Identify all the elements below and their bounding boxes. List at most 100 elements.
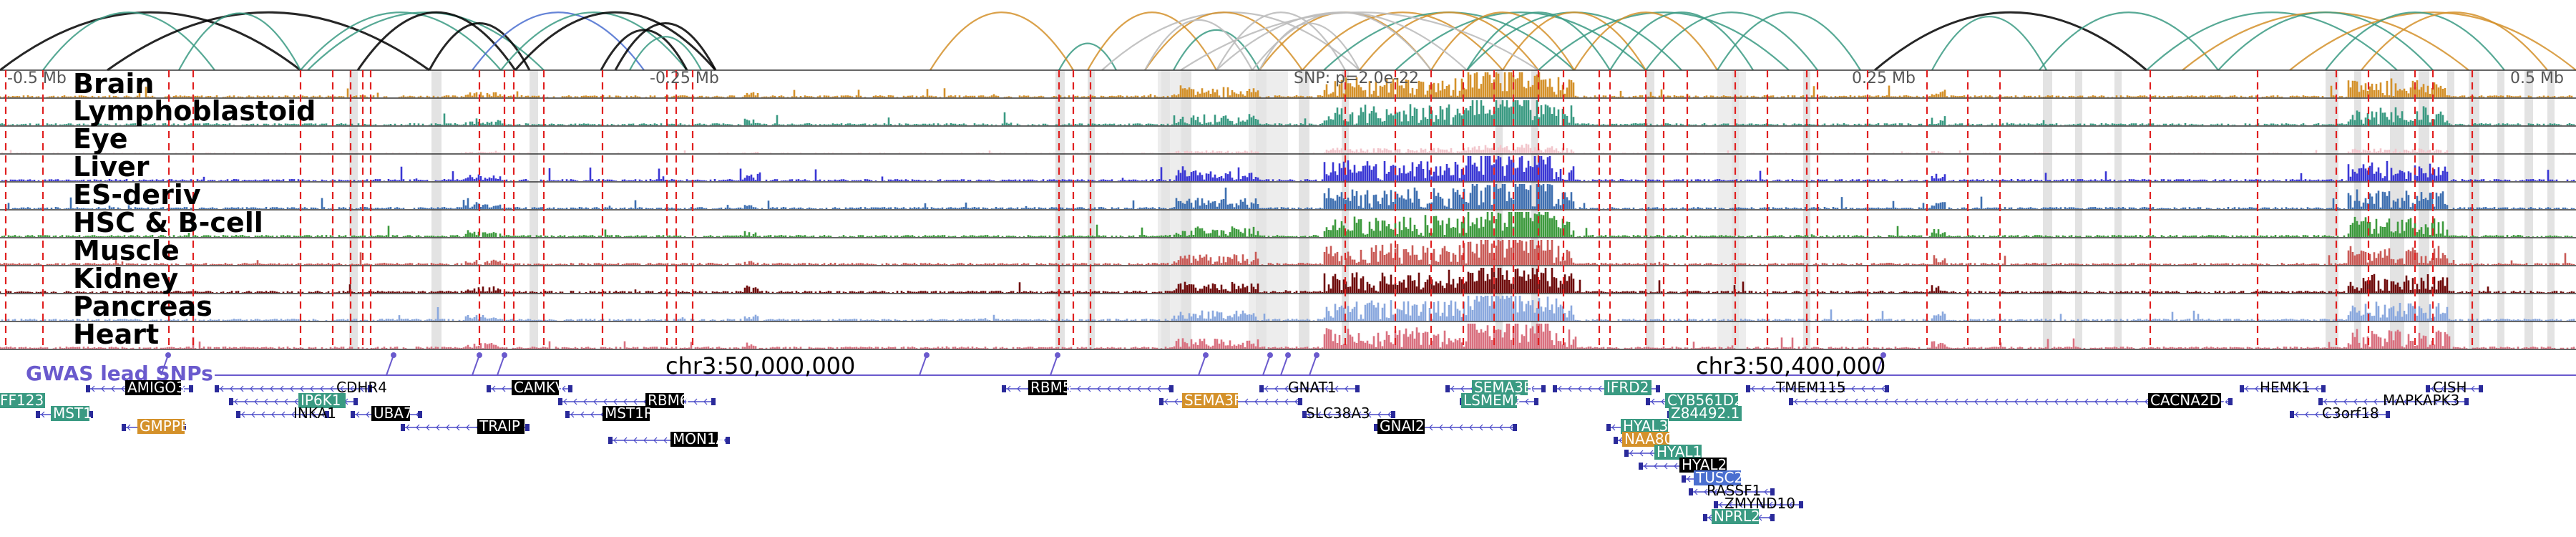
gene-z84492-1[interactable]: Z84492.1 — [1667, 405, 1742, 422]
gene-mst1[interactable]: MST1 — [36, 405, 93, 422]
chromatin-loop-arc — [2218, 11, 2434, 71]
gene-rassf1[interactable]: RASSF1 — [1689, 482, 1775, 499]
gene-traip[interactable]: TRAIP — [401, 417, 530, 435]
exon — [2240, 385, 2244, 392]
gene-label-box — [1461, 393, 1517, 408]
gene-rbm6[interactable]: RBM6 — [558, 392, 716, 409]
strand-chevron — [1779, 501, 1783, 508]
gene-lsmem2[interactable]: LSMEM2 — [1460, 392, 1538, 409]
gene-inka1[interactable]: INKA1 — [236, 405, 336, 422]
strand-chevron — [2333, 398, 2338, 405]
strand-chevron — [2431, 385, 2435, 392]
gene-ff123[interactable]: FF123 — [0, 392, 45, 409]
strand-chevron — [2471, 385, 2475, 392]
gene-mon1a[interactable]: MON1A — [608, 430, 730, 448]
gene-label: GNAI2 — [1380, 417, 1425, 435]
strand-chevron — [1749, 501, 1753, 508]
gene-ifrd2[interactable]: IFRD2 — [1553, 379, 1660, 396]
chromatin-loop-arc — [178, 12, 301, 71]
exon — [2228, 398, 2233, 405]
strand-chevron — [1367, 411, 1372, 418]
gwas-track: GWAS lead SNPs chr3:50,000,000 chr3:50,4… — [26, 352, 2576, 385]
chromatin-loop-arc — [428, 22, 531, 71]
track-labels: Brain Lymphoblastoid Eye Liver ES-deriv … — [73, 68, 316, 350]
gene-cish[interactable]: CISH — [2426, 379, 2483, 396]
gene-amigo3[interactable]: AMIGO3 — [86, 379, 193, 396]
coordinate-right: chr3:50,400,000 — [1696, 352, 1885, 379]
gene-tmem115[interactable]: TMEM115 — [1746, 379, 1889, 396]
chromatin-loop-arc — [1466, 11, 1611, 71]
gene-label: GMPPB — [140, 417, 190, 435]
strand-chevron — [1804, 398, 1808, 405]
exon — [1614, 437, 1618, 444]
strand-chevron — [2014, 398, 2019, 405]
strand-chevron — [573, 398, 577, 405]
strand-chevron — [2064, 398, 2069, 405]
gene-uba7[interactable]: UBA7 — [351, 405, 422, 422]
gene-mst1r[interactable]: MST1R — [565, 405, 654, 422]
exon — [36, 411, 40, 418]
track-liver — [0, 156, 2576, 183]
strand-chevron — [1824, 398, 1828, 405]
gwas-snp-marker — [391, 352, 396, 358]
strand-chevron — [1117, 385, 1121, 392]
gene-mapkapk3[interactable]: MAPKAPK3 — [2318, 392, 2469, 409]
strand-chevron — [1345, 385, 1349, 392]
strand-chevron — [1499, 424, 1503, 431]
gene-nprl2[interactable]: NPRL2 — [1703, 508, 1775, 525]
strand-chevron — [2104, 398, 2109, 405]
gene-label-box — [602, 406, 650, 421]
gene-label-box — [1028, 380, 1067, 395]
strand-chevron — [281, 411, 286, 418]
strand-chevron — [1994, 398, 1999, 405]
gene-cacna2d2[interactable]: CACNA2D2 — [1789, 392, 2233, 409]
gwas-snp-stem — [1875, 354, 1884, 376]
strand-chevron — [1347, 411, 1352, 418]
strand-chevron — [2094, 398, 2099, 405]
strand-chevron — [2084, 398, 2089, 405]
gene-sema3f[interactable]: SEMA3F — [1159, 392, 1302, 409]
gene-slc38a3[interactable]: SLC38A3 — [1302, 405, 1395, 422]
gene-rbm5[interactable]: RBM5 — [1002, 379, 1174, 396]
gene-label-box — [512, 380, 559, 395]
gene-label: GNAT1 — [1288, 379, 1337, 396]
chromatin-loop-arc — [107, 11, 430, 72]
gene-camkv[interactable]: CAMKV — [487, 379, 572, 396]
gene-ip6k1[interactable]: IP6K1 — [229, 392, 358, 409]
strand-chevron — [446, 424, 450, 431]
strand-chevron — [1377, 411, 1382, 418]
strand-chevron — [2114, 398, 2119, 405]
gene-gmppb[interactable]: GMPPB — [122, 417, 190, 435]
gwas-snp-stem — [1050, 354, 1058, 376]
exon — [1445, 385, 1450, 392]
exon — [418, 411, 422, 418]
gene-gnai2[interactable]: GNAI2 — [1374, 417, 1517, 435]
strand-chevron — [1107, 385, 1111, 392]
strand-chevron — [1831, 385, 1835, 392]
strand-chevron — [2024, 398, 2029, 405]
gene-label-box — [1621, 419, 1668, 434]
strand-chevron — [2365, 411, 2369, 418]
strand-chevron — [2054, 398, 2059, 405]
strand-chevron — [1841, 385, 1845, 392]
gene-tusc2[interactable]: TUSC2 — [1682, 469, 1743, 486]
strand-chevron — [1759, 501, 1763, 508]
strand-chevron — [406, 424, 410, 431]
strand-chevron — [1459, 424, 1463, 431]
strand-chevron — [2145, 398, 2149, 405]
gene-c3orf18[interactable]: C3orf18 — [2290, 405, 2390, 422]
strand-chevron — [2265, 385, 2269, 392]
chromatin-loop-arc — [300, 11, 502, 71]
gene-label: LSMEM2 — [1463, 392, 1523, 409]
exon — [1355, 385, 1360, 392]
strand-chevron — [1764, 488, 1768, 495]
exon — [525, 424, 530, 431]
gene-hemk1[interactable]: HEMK1 — [2240, 379, 2326, 396]
gene-naa80[interactable]: NAA80 — [1614, 430, 1673, 448]
exon — [487, 385, 491, 392]
exon — [351, 411, 355, 418]
gene-gnat1[interactable]: GNAT1 — [1259, 379, 1360, 396]
track-heart — [0, 324, 2576, 350]
